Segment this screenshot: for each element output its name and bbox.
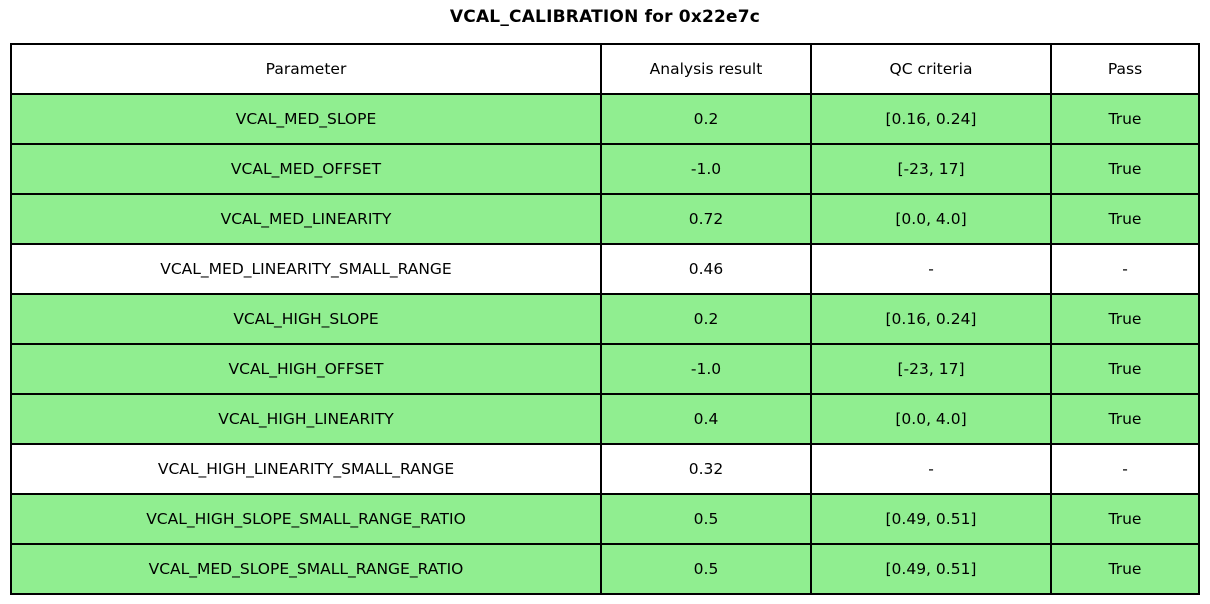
- cell-qc-criteria: [0.0, 4.0]: [810, 193, 1052, 245]
- cell-qc-criteria: [0.0, 4.0]: [810, 393, 1052, 445]
- table-row: VCAL_HIGH_SLOPE 0.2 [0.16, 0.24] True: [10, 293, 1200, 345]
- cell-parameter: VCAL_HIGH_LINEARITY_SMALL_RANGE: [10, 443, 602, 495]
- table-row: VCAL_HIGH_OFFSET -1.0 [-23, 17] True: [10, 343, 1200, 395]
- cell-parameter: VCAL_HIGH_LINEARITY: [10, 393, 602, 445]
- cell-qc-criteria: [0.49, 0.51]: [810, 543, 1052, 595]
- cell-analysis-result: 0.5: [600, 493, 812, 545]
- column-header-parameter: Parameter: [10, 43, 602, 95]
- cell-analysis-result: -1.0: [600, 343, 812, 395]
- table-row: VCAL_MED_SLOPE_SMALL_RANGE_RATIO 0.5 [0.…: [10, 543, 1200, 595]
- cell-parameter: VCAL_MED_OFFSET: [10, 143, 602, 195]
- chart-title: VCAL_CALIBRATION for 0x22e7c: [449, 7, 761, 27]
- cell-parameter: VCAL_MED_LINEARITY: [10, 193, 602, 245]
- cell-pass: -: [1050, 443, 1200, 495]
- cell-pass: -: [1050, 243, 1200, 295]
- cell-parameter: VCAL_HIGH_SLOPE_SMALL_RANGE_RATIO: [10, 493, 602, 545]
- cell-pass: True: [1050, 193, 1200, 245]
- column-header-qc-criteria: QC criteria: [810, 43, 1052, 95]
- cell-pass: True: [1050, 393, 1200, 445]
- table-header-row: Parameter Analysis result QC criteria Pa…: [10, 43, 1200, 95]
- cell-analysis-result: 0.32: [600, 443, 812, 495]
- cell-qc-criteria: [0.16, 0.24]: [810, 293, 1052, 345]
- cell-pass: True: [1050, 343, 1200, 395]
- table-row: VCAL_HIGH_LINEARITY_SMALL_RANGE 0.32 - -: [10, 443, 1200, 495]
- column-header-analysis-result: Analysis result: [600, 43, 812, 95]
- cell-analysis-result: 0.2: [600, 293, 812, 345]
- cell-parameter: VCAL_HIGH_SLOPE: [10, 293, 602, 345]
- cell-analysis-result: 0.4: [600, 393, 812, 445]
- cell-qc-criteria: [-23, 17]: [810, 343, 1052, 395]
- cell-qc-criteria: [-23, 17]: [810, 143, 1052, 195]
- cell-parameter: VCAL_MED_SLOPE: [10, 93, 602, 145]
- cell-parameter: VCAL_MED_SLOPE_SMALL_RANGE_RATIO: [10, 543, 602, 595]
- cell-analysis-result: 0.72: [600, 193, 812, 245]
- cell-pass: True: [1050, 93, 1200, 145]
- qc-results-table: Parameter Analysis result QC criteria Pa…: [10, 43, 1200, 595]
- column-header-pass: Pass: [1050, 43, 1200, 95]
- cell-pass: True: [1050, 143, 1200, 195]
- cell-pass: True: [1050, 293, 1200, 345]
- cell-pass: True: [1050, 543, 1200, 595]
- cell-analysis-result: -1.0: [600, 143, 812, 195]
- cell-qc-criteria: -: [810, 443, 1052, 495]
- table-row: VCAL_MED_LINEARITY_SMALL_RANGE 0.46 - -: [10, 243, 1200, 295]
- table-row: VCAL_HIGH_LINEARITY 0.4 [0.0, 4.0] True: [10, 393, 1200, 445]
- table-row: VCAL_MED_LINEARITY 0.72 [0.0, 4.0] True: [10, 193, 1200, 245]
- cell-pass: True: [1050, 493, 1200, 545]
- cell-qc-criteria: -: [810, 243, 1052, 295]
- cell-parameter: VCAL_HIGH_OFFSET: [10, 343, 602, 395]
- cell-qc-criteria: [0.16, 0.24]: [810, 93, 1052, 145]
- cell-parameter: VCAL_MED_LINEARITY_SMALL_RANGE: [10, 243, 602, 295]
- table-row: VCAL_MED_SLOPE 0.2 [0.16, 0.24] True: [10, 93, 1200, 145]
- table-row: VCAL_MED_OFFSET -1.0 [-23, 17] True: [10, 143, 1200, 195]
- cell-analysis-result: 0.5: [600, 543, 812, 595]
- cell-qc-criteria: [0.49, 0.51]: [810, 493, 1052, 545]
- table-row: VCAL_HIGH_SLOPE_SMALL_RANGE_RATIO 0.5 [0…: [10, 493, 1200, 545]
- cell-analysis-result: 0.2: [600, 93, 812, 145]
- cell-analysis-result: 0.46: [600, 243, 812, 295]
